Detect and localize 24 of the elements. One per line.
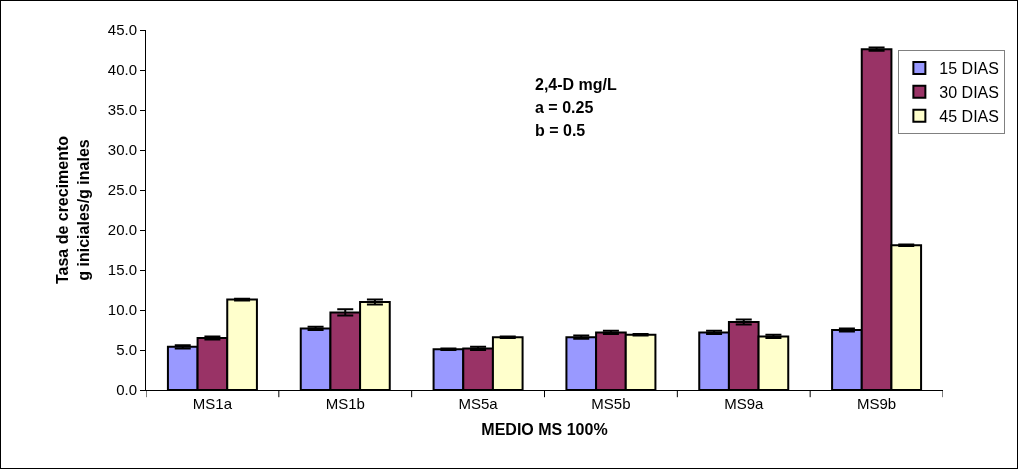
legend-label: 15 DIAS <box>939 60 999 78</box>
legend-label: 45 DIAS <box>939 107 999 125</box>
y-tick-label: 15.0 <box>107 261 137 279</box>
x-axis-title: MEDIO MS 100% <box>481 420 608 438</box>
y-tick-label: 45.0 <box>107 21 137 39</box>
annotation: 2,4-D mg/L <box>535 76 618 93</box>
legend-label: 30 DIAS <box>939 84 999 102</box>
x-tick-label: MS1b <box>325 395 365 412</box>
y-tick-label: 30.0 <box>107 141 137 159</box>
x-tick-label: MS5a <box>458 395 499 412</box>
annotation: b = 0.5 <box>535 122 586 139</box>
annotation: a = 0.25 <box>535 99 594 116</box>
x-tick-label: MS1a <box>192 395 233 412</box>
x-tick-label: MS9b <box>856 395 897 412</box>
y-tick-label: 10.0 <box>107 301 137 319</box>
y-tick-label: 35.0 <box>107 101 137 119</box>
y-tick-label: 5.0 <box>116 341 137 359</box>
y-tick-label: 0.0 <box>116 381 137 399</box>
x-tick-label: MS9a <box>724 395 764 412</box>
y-tick-label: 25.0 <box>107 181 137 199</box>
y-tick-label: 40.0 <box>107 61 137 79</box>
y-axis-title: Tasa de crecimento g iniciales/g inales <box>53 135 92 285</box>
x-tick-label: MS5b <box>591 395 631 412</box>
y-tick-label: 20.0 <box>107 221 137 239</box>
